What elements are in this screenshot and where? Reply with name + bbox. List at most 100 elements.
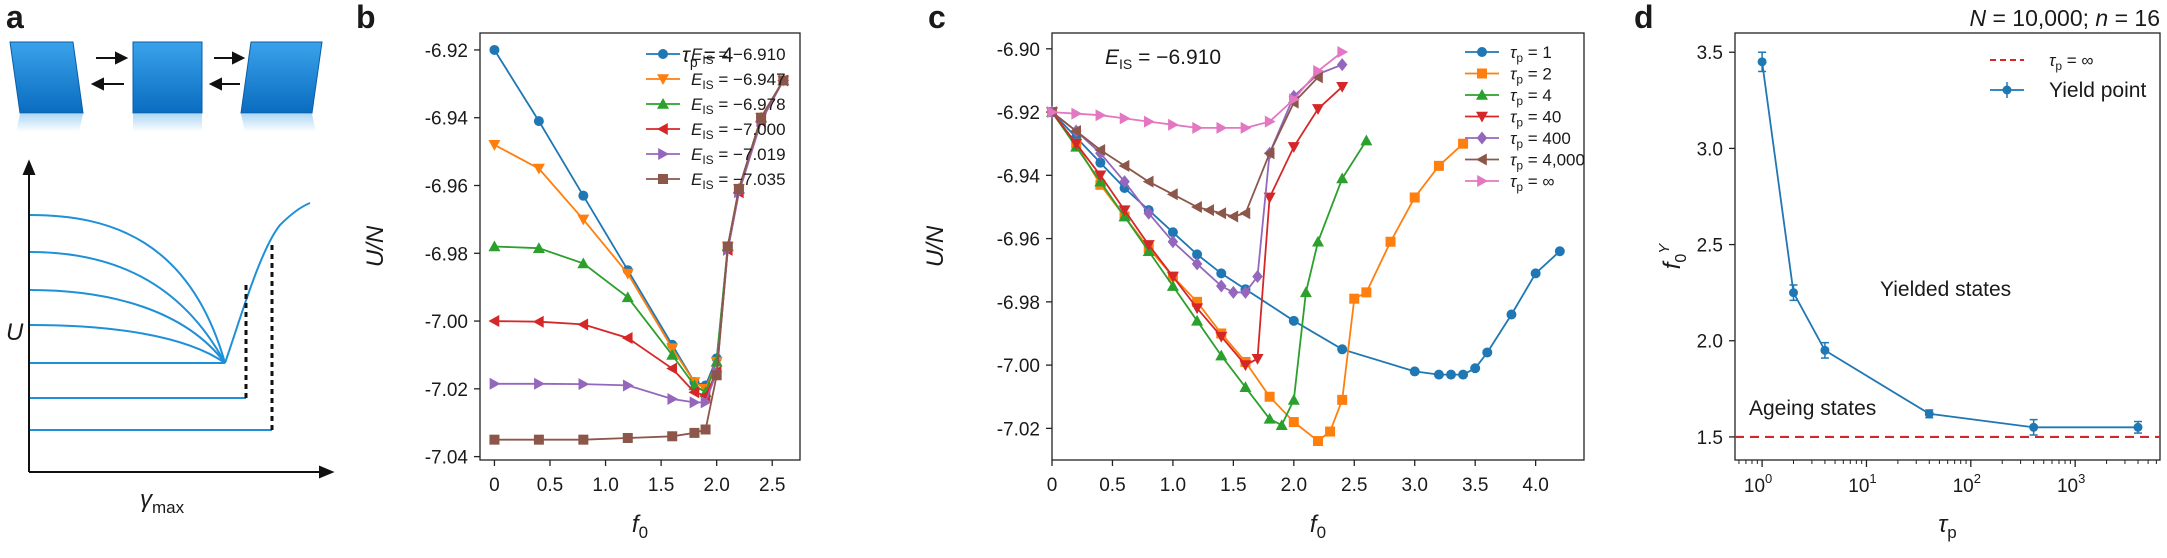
legend-label: EIS = −7.019: [691, 145, 786, 167]
x-tick-label: 1.5: [648, 475, 674, 496]
data-point: [700, 424, 711, 435]
series-line: [1051, 86, 1343, 367]
y-tick-label: 3.0: [1697, 139, 1723, 160]
data-point: [1215, 331, 1228, 343]
y-axis-label: U/N: [362, 225, 389, 267]
data-point: [1216, 121, 1228, 134]
x-tick-label: 0.5: [1099, 475, 1125, 496]
data-point: [1506, 309, 1517, 320]
data-point: [1337, 344, 1348, 355]
data-point: [622, 379, 634, 392]
series-line: [1051, 76, 1319, 218]
data-point: [1239, 360, 1252, 372]
data-point: [1458, 369, 1469, 380]
data-point: [1288, 315, 1299, 326]
data-point: [1143, 206, 1154, 220]
legend-label: Yield point: [2049, 79, 2146, 102]
data-point: [488, 315, 500, 328]
legend-label: τp = 400: [1510, 129, 1571, 151]
data-point: [1361, 287, 1372, 298]
data-point: [489, 434, 500, 445]
data-point: [710, 355, 723, 367]
data-point: [1251, 353, 1264, 365]
x-tick-label: 3.0: [1402, 475, 1428, 496]
panel-annotation: EIS = −6.910: [1105, 46, 1221, 72]
data-point: [577, 257, 590, 269]
series-6: [1046, 71, 1323, 223]
data-point: [1312, 104, 1324, 115]
data-point: [1313, 64, 1324, 77]
data-point: [1252, 270, 1263, 284]
data-point: [1433, 369, 1444, 380]
legend-marker: [1476, 153, 1487, 166]
x-tick-label: 4.0: [1522, 475, 1548, 496]
data-point: [1482, 347, 1493, 358]
y-tick-label: 1.5: [1697, 428, 1723, 449]
x-tick-label: 2.0: [1281, 475, 1307, 496]
data-point: [1166, 280, 1179, 291]
y-tick-label: -7.00: [425, 312, 468, 333]
data-point: [489, 44, 500, 55]
data-point: [1119, 175, 1130, 189]
data-point: [1142, 175, 1154, 188]
panel-d-header: N = 10,000; n = 16: [1969, 5, 2160, 31]
y-tick-label: -7.02: [425, 380, 468, 401]
data-point: [1167, 235, 1179, 249]
panel-a: a U γmax: [6, 0, 335, 517]
data-point: [1191, 200, 1202, 213]
data-point: [532, 315, 544, 328]
panel-label-b: b: [356, 0, 376, 35]
data-point: [1789, 288, 1799, 298]
data-point: [1288, 417, 1299, 428]
data-point: [577, 318, 589, 331]
x-axis-label: f0: [632, 511, 648, 542]
data-point: [1167, 227, 1178, 238]
legend-marker: [658, 49, 668, 59]
y-tick-label: 2.0: [1697, 332, 1723, 353]
data-point: [621, 268, 634, 280]
panel-label-c: c: [928, 0, 946, 35]
legend-marker: [1477, 175, 1488, 187]
schematic-energy-curves: [29, 202, 311, 431]
series-yield-point: [1757, 51, 2143, 436]
data-point: [1263, 192, 1276, 204]
x-tick-label: 0: [489, 475, 500, 496]
shear-box-left: [9, 41, 84, 132]
data-point: [1070, 138, 1083, 150]
data-point: [489, 377, 501, 390]
data-point: [1409, 192, 1420, 203]
y-tick-label: 2.5: [1697, 236, 1723, 257]
data-point: [578, 190, 589, 201]
panel-d: d N = 10,000; n = 16 100 101 102 103 1.5 2.0 2…: [1634, 0, 2161, 542]
annotation-yielded-states: Yielded states: [1880, 278, 2011, 301]
legend-label: τp = 40: [1510, 108, 1561, 130]
data-point: [1239, 207, 1251, 220]
data-point: [621, 332, 633, 344]
panel-label-d: d: [1634, 0, 1654, 35]
y-tick-label: -6.92: [997, 103, 1040, 124]
data-point: [1215, 207, 1227, 220]
y-axis-label: U/N: [922, 225, 949, 267]
data-point: [1095, 157, 1106, 168]
x-tick-label: 1.0: [1160, 475, 1186, 496]
series-line: [1051, 111, 1368, 427]
data-point: [532, 242, 545, 253]
data-point: [1094, 144, 1106, 157]
data-point: [1446, 369, 1456, 380]
x-tick-label: 2.5: [759, 475, 785, 496]
data-point: [488, 140, 501, 151]
data-point: [1385, 236, 1396, 247]
legend-label: τp = ∞: [1510, 172, 1555, 194]
x-axis-label: f0: [1310, 511, 1326, 542]
y-tick-label: -6.94: [425, 109, 469, 130]
y-tick-label: -6.92: [425, 41, 468, 62]
y-tick-label: -7.00: [997, 356, 1040, 377]
legend-label: EIS = −6.947: [691, 70, 786, 92]
data-point: [666, 343, 679, 355]
data-point: [2133, 422, 2143, 432]
data-point: [1240, 285, 1251, 299]
data-point: [532, 163, 545, 175]
data-point: [1192, 249, 1203, 260]
legend-marker: [658, 174, 668, 184]
